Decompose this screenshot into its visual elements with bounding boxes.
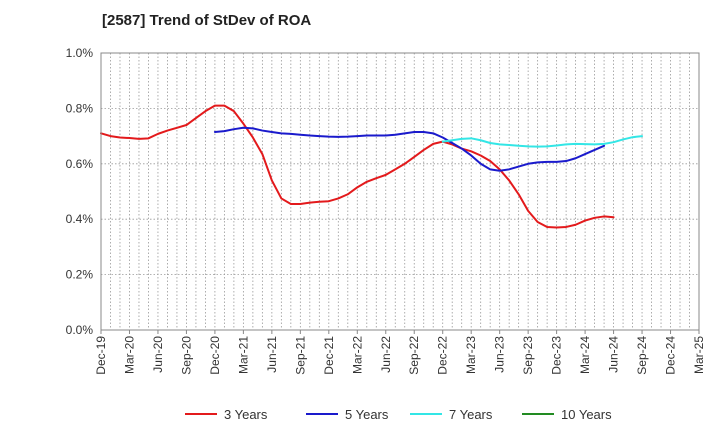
legend-7-years: 7 Years: [410, 407, 493, 422]
x-tick-label: Dec-23: [550, 336, 564, 375]
legend-label: 3 Years: [224, 407, 268, 422]
legend-label: 5 Years: [345, 407, 389, 422]
plot-area: [101, 53, 699, 330]
x-tick-label: Jun-23: [493, 336, 507, 373]
legend-3-years: 3 Years: [185, 407, 268, 422]
y-tick-labels: 0.0% 0.2% 0.4% 0.6% 0.8% 1.0%: [66, 46, 94, 337]
y-tick-label: 1.0%: [66, 46, 94, 60]
x-tick-label: Dec-24: [664, 336, 678, 375]
x-tick-label: Jun-24: [607, 336, 621, 373]
x-tick-labels: Dec-19 Mar-20 Jun-20 Sep-20 Dec-20 Mar-21 Jun-…: [94, 336, 706, 375]
axes: [100, 52, 700, 334]
x-tick-label: Dec-21: [322, 336, 336, 375]
x-tick-label: Mar-21: [236, 336, 250, 374]
x-tick-label: Dec-22: [436, 336, 450, 375]
y-tick-label: 0.0%: [66, 323, 94, 337]
plot-border: [100, 52, 700, 331]
y-tick-label: 0.8%: [66, 101, 94, 115]
y-tick-label: 0.6%: [66, 157, 94, 171]
legend-5-years: 5 Years: [306, 407, 389, 422]
x-tick-label: Mar-20: [122, 336, 136, 374]
x-tick-label: Jun-22: [379, 336, 393, 373]
legend: 3 Years 5 Years 7 Years 10 Years: [185, 407, 612, 422]
x-tick-label: Dec-20: [208, 336, 222, 375]
y-tick-label: 0.2%: [66, 268, 94, 282]
x-tick-label: Sep-23: [521, 336, 535, 375]
x-tick-label: Mar-22: [350, 336, 364, 374]
grid-lines: [101, 53, 699, 330]
legend-10-years: 10 Years: [522, 407, 612, 422]
series-5-years-line: [213, 126, 606, 172]
x-tick-label: Sep-22: [407, 336, 421, 375]
x-tick-label: Jun-21: [265, 336, 279, 373]
x-tick-label: Mar-23: [464, 336, 478, 374]
x-tick-label: Mar-24: [578, 336, 592, 374]
series-lines: [100, 104, 644, 229]
x-tick-label: Sep-24: [635, 336, 649, 375]
x-tick-label: Sep-20: [179, 336, 193, 375]
series-7-years-line: [441, 135, 644, 148]
series-3-years-line: [100, 104, 615, 229]
y-tick-label: 0.4%: [66, 212, 94, 226]
legend-label: 10 Years: [561, 407, 612, 422]
x-tick-label: Sep-21: [293, 336, 307, 375]
x-tick-label: Dec-19: [94, 336, 108, 375]
legend-label: 7 Years: [449, 407, 493, 422]
x-tick-label: Mar-25: [692, 336, 706, 374]
chart-title: [2587] Trend of StDev of ROA: [102, 12, 312, 29]
x-tick-label: Jun-20: [151, 336, 165, 373]
